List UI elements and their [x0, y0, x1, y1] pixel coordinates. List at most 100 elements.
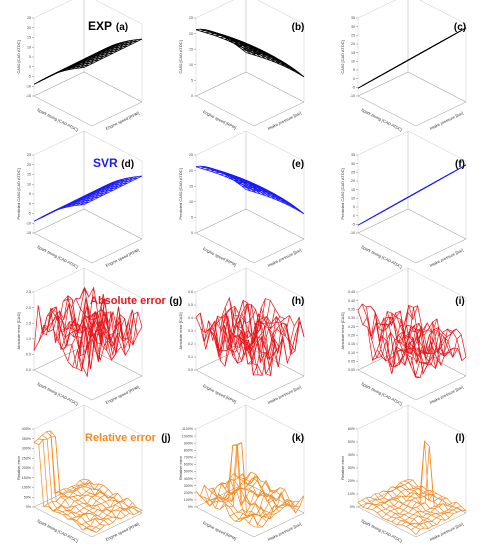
back-wall-right [245, 267, 305, 377]
z-tick-label: -5 [28, 212, 31, 216]
surface-mesh-line [233, 179, 292, 205]
z-tick-label: 2.5 [26, 290, 31, 294]
panel-a: 25 20 15 10 5 0 -5 -10 -15 CA50 [CAD ATDC] Spark t… [16, 0, 143, 132]
z-tick-label: 0 [353, 214, 355, 218]
surface-mesh-line [58, 43, 118, 73]
surface-mesh-line [362, 479, 413, 508]
z-tick-label: 0 [29, 65, 31, 69]
surface-mesh-line [237, 315, 297, 355]
back-wall-right [83, 404, 143, 514]
surface-mesh-line [208, 315, 267, 365]
z-tick-label: 5 [29, 192, 31, 196]
x-axis-label: Spark timing [CAD ATDC] [36, 244, 79, 269]
back-wall-right [407, 404, 467, 514]
surface-mesh-line [67, 488, 126, 517]
surface-mesh-line [403, 304, 463, 361]
z-tick-label: 0.35 [348, 308, 355, 312]
z-tick-label: 60% [348, 427, 356, 431]
z-tick-label: 1.5 [26, 321, 31, 325]
surface-mesh-line [62, 295, 122, 361]
surface-mesh-line [395, 440, 454, 514]
panel-letter: (e) [292, 159, 304, 170]
back-wall-left [195, 0, 247, 97]
floor [33, 482, 143, 538]
z-tick-label: 15 [351, 51, 355, 55]
z-tick-label: 0% [26, 505, 32, 509]
z-tick-label: 25 [189, 153, 193, 157]
z-tick-label: 15 [189, 184, 193, 188]
panel-letter: (l) [455, 433, 464, 444]
z-tick-label: 35 [351, 153, 355, 157]
z-tick-label: 300% [184, 484, 194, 488]
surface-mesh-line [407, 164, 467, 198]
z-tick-label: 0.1 [188, 355, 193, 359]
z-tick-label: 0.3 [188, 329, 193, 333]
back-wall-left [357, 130, 409, 234]
z-tick-label: -5 [352, 86, 355, 90]
surface-mesh-line [391, 486, 450, 518]
floor [33, 345, 143, 401]
z-tick-label: 0.4 [188, 316, 193, 320]
surface-mesh-line [33, 204, 85, 222]
z-tick-label: 0.45 [348, 290, 355, 294]
z-tick-label: 35 [351, 16, 355, 20]
surface-mesh-line [407, 304, 467, 358]
x-axis-label: Spark timing [CAD ATDC] [360, 107, 403, 132]
surface-mesh-line [357, 310, 417, 378]
z-tick-label: 150% [22, 476, 32, 480]
surface-mesh-line [54, 181, 113, 212]
surface-mesh-line [79, 286, 139, 346]
surface-mesh-line [370, 305, 429, 366]
surface-mesh-line [395, 310, 454, 354]
z-tick-label: 100% [184, 498, 194, 502]
z-tick-label: 10% [348, 492, 356, 496]
back-wall-right [245, 404, 305, 514]
surface-mesh-line [71, 486, 130, 514]
surface-mesh-line [203, 484, 263, 528]
floor [195, 345, 305, 401]
panel-b: 25 20 15 10 5 0 CA50 [CAD ATDC] Engine speed [R… [178, 0, 305, 131]
z-tick-label: 700% [184, 456, 194, 460]
z-tick-label: 0.15 [348, 342, 355, 346]
surface-mesh-line [67, 41, 126, 71]
z-tick-label: 2.0 [26, 306, 31, 310]
x-axis-label: Spark timing [CAD ATDC] [36, 381, 79, 406]
surface-mesh-line [63, 488, 122, 519]
z-tick-label: -5 [352, 223, 355, 227]
surface-mesh-line [63, 179, 122, 209]
surface-mesh-line [241, 303, 301, 352]
z-tick-label: 50% [348, 440, 356, 444]
z-tick-label: 0.0 [188, 368, 193, 372]
z-tick-label: 0.30 [348, 316, 355, 320]
panel-c: 35 30 25 20 15 10 5 0 -5 -10 CA50 [CAD ATDC] Spark … [340, 0, 467, 132]
z-tick-label: -5 [28, 75, 31, 79]
surface-mesh-line [387, 311, 446, 369]
z-tick-label: 0% [188, 505, 194, 509]
z-axis-label: Relative error [340, 455, 345, 480]
surface-mesh-line [79, 176, 138, 206]
z-tick-label: 200% [22, 466, 32, 470]
surface-mesh-line [212, 442, 271, 516]
y-axis-label: Intake pressure [bar] [429, 521, 464, 542]
surface-mesh-line [41, 308, 101, 370]
y-axis-label: Intake pressure [bar] [429, 384, 464, 405]
panel-j: 400% 350% 300% 250% 200% 150% 100% 50% 0% Relativ… [16, 404, 171, 543]
z-axis-label: Absolute error [CAD] [16, 313, 21, 350]
surface-mesh-line [241, 185, 301, 211]
panel-k: 1100% 1000% 900% 800% 700% 600% 500% 400% 300% 20… [178, 404, 305, 542]
z-axis-label: Absolute error [CAD] [178, 313, 183, 350]
floor [357, 71, 467, 127]
z-tick-label: -15 [26, 231, 31, 235]
back-wall-left [33, 0, 85, 97]
surface-mesh-line [237, 45, 296, 71]
surface-mesh-line [58, 180, 118, 210]
z-tick-label: 500% [184, 470, 194, 474]
z-tick-label: 0.20 [348, 334, 355, 338]
x-axis-label: Spark timing [CAD ATDC] [360, 244, 403, 269]
z-tick-label: 100% [22, 486, 32, 490]
x-axis-label: Engine speed [RPM] [202, 520, 237, 541]
surface-mesh-line [67, 178, 126, 208]
z-tick-label: -10 [26, 84, 31, 88]
y-axis-label: Intake pressure [bar] [429, 110, 464, 131]
surface-mesh-line [75, 176, 134, 206]
